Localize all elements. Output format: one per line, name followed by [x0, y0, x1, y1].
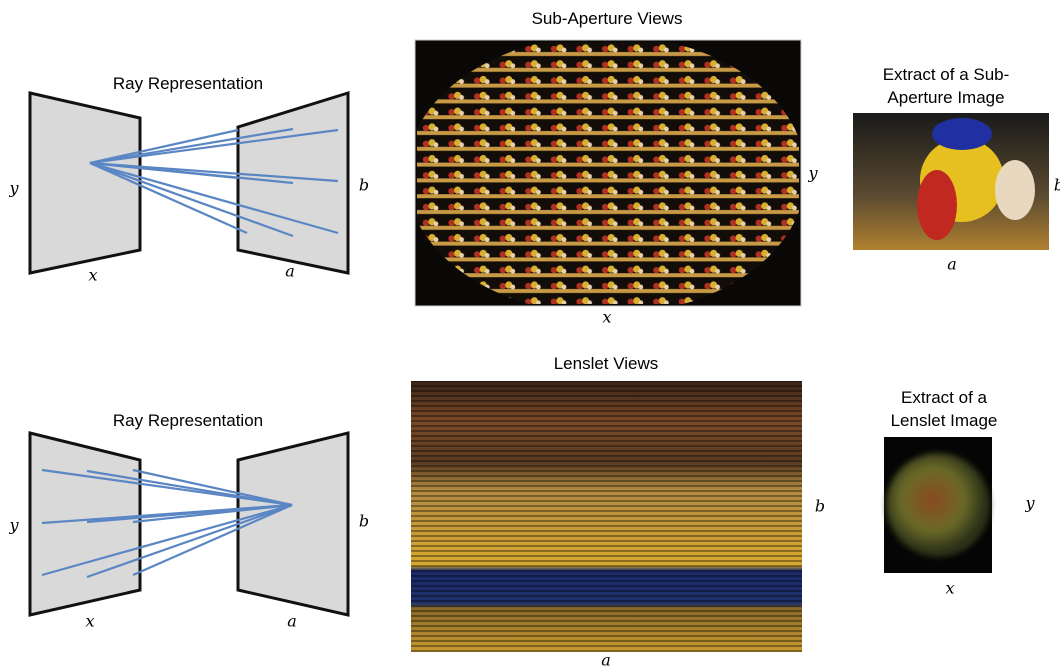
image: [886, 453, 990, 557]
image: [917, 170, 957, 240]
axis-label: y: [1024, 494, 1035, 513]
axis-label: x: [945, 579, 954, 598]
sub-aperture-extract: Extract of a Sub- Aperture Image a b: [853, 65, 1060, 274]
image: [995, 160, 1035, 220]
title: Aperture Image: [887, 88, 1004, 107]
axis-label: b: [815, 497, 825, 516]
axis-label: x: [602, 308, 611, 327]
lenslet-extract: Extract of a Lenslet Image y x: [884, 388, 1035, 598]
title: Extract of a: [901, 388, 988, 407]
image: [932, 118, 992, 150]
plane: [30, 93, 140, 273]
plane: [238, 433, 348, 615]
plane: [30, 433, 140, 615]
image-tiles: [417, 42, 799, 304]
axis-label: a: [601, 651, 611, 669]
figure: Ray Representation y x a b Sub-Aperture …: [0, 0, 1060, 669]
ray-diagram-bottom: Ray Representation y x a b: [8, 411, 369, 631]
axis-label: a: [947, 255, 957, 274]
ray-diagram-top: Ray Representation y x a b: [8, 74, 369, 285]
title: Extract of a Sub-: [883, 65, 1010, 84]
title: Ray Representation: [113, 74, 263, 93]
axis-label: y: [807, 164, 818, 183]
axis-label: y: [8, 179, 19, 198]
title: Sub-Aperture Views: [532, 9, 683, 28]
title: Lenslet Views: [554, 354, 659, 373]
sub-aperture-views: Sub-Aperture Views x y: [415, 9, 818, 327]
axis-label: b: [359, 512, 369, 531]
axis-label: x: [85, 612, 94, 631]
lenslet-views: Lenslet Views b a: [411, 354, 825, 669]
axis-label: y: [8, 516, 19, 535]
axis-label: b: [1054, 176, 1060, 195]
title: Ray Representation: [113, 411, 263, 430]
axis-label: b: [359, 176, 369, 195]
image-texture: [411, 381, 802, 652]
axis-label: x: [88, 266, 97, 285]
axis-label: a: [287, 612, 297, 631]
axis-label: a: [285, 262, 295, 281]
title: Lenslet Image: [891, 411, 998, 430]
